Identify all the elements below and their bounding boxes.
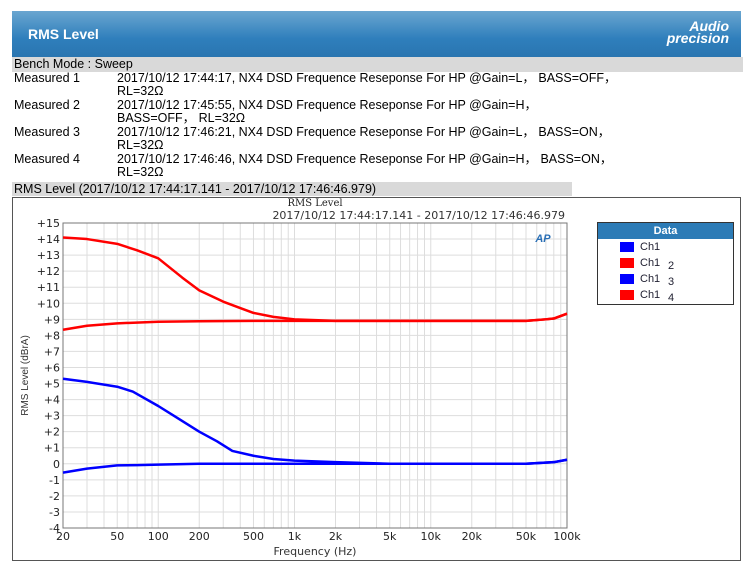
chart-subtitle: 2017/10/12 17:44:17.141 - 2017/10/12 17:… — [272, 209, 565, 222]
y-tick-label: +11 — [37, 281, 60, 294]
chart-title: RMS Level — [287, 198, 342, 209]
x-tick-label: 20k — [462, 530, 483, 543]
plot-border — [62, 222, 568, 529]
x-tick-label: 200 — [189, 530, 210, 543]
legend-label: Ch1 — [640, 257, 661, 269]
measurement-line-2: BASS=OFF， RL=32Ω — [117, 111, 246, 125]
x-tick-label: 10k — [421, 530, 442, 543]
legend-rows: Ch1 Ch1 2 Ch1 3 Ch1 4 — [598, 239, 733, 304]
legend-swatch — [620, 290, 634, 300]
y-tick-label: +4 — [44, 394, 60, 407]
y-axis-label: RMS Level (dBrA) — [20, 335, 31, 416]
measurement-text: 2017/10/12 17:46:21, NX4 DSD Frequence R… — [117, 126, 737, 152]
legend-item: Ch1 4 — [598, 287, 733, 304]
x-tick-label: 50 — [110, 530, 124, 543]
report-title: RMS Level — [28, 26, 99, 42]
y-tick-label: +15 — [37, 217, 60, 230]
y-tick-label: +3 — [44, 410, 60, 423]
measurement-label: Measured 1 — [14, 71, 81, 85]
y-tick-label: 0 — [53, 458, 60, 471]
legend: Data Ch1 Ch1 2 Ch1 3 Ch1 4 — [597, 222, 734, 305]
x-axis-label: Frequency (Hz) — [274, 545, 357, 558]
x-tick-label: 2k — [329, 530, 343, 543]
measurement-line-1: 2017/10/12 17:44:17, NX4 DSD Frequence R… — [117, 71, 617, 85]
report-banner: RMS Level Audio precision — [12, 11, 741, 57]
legend-item: Ch1 3 — [598, 271, 733, 288]
x-tick-label: 1k — [288, 530, 302, 543]
measurement-line-2: RL=32Ω — [117, 138, 164, 152]
measurement-label: Measured 3 — [14, 125, 81, 139]
measurement-line-1: 2017/10/12 17:45:55, NX4 DSD Frequence R… — [117, 98, 537, 112]
measurement-line-2: RL=32Ω — [117, 84, 164, 98]
chart-frame — [12, 197, 741, 561]
measurement-text: 2017/10/12 17:45:55, NX4 DSD Frequence R… — [117, 99, 737, 125]
legend-label: Ch1 — [640, 273, 661, 285]
y-tick-label: +5 — [44, 378, 60, 391]
x-tick-label: 100 — [148, 530, 169, 543]
legend-label: Ch1 — [640, 241, 661, 253]
x-tick-label: 5k — [383, 530, 397, 543]
legend-index: 3 — [668, 276, 675, 288]
legend-item: Ch1 2 — [598, 255, 733, 272]
legend-index: 4 — [668, 292, 675, 304]
measurement-text: 2017/10/12 17:46:46, NX4 DSD Frequence R… — [117, 153, 737, 179]
legend-index: 2 — [668, 260, 675, 272]
x-tick-label: 50k — [516, 530, 537, 543]
y-tick-label: +14 — [37, 233, 60, 246]
measurement-line-1: 2017/10/12 17:46:46, NX4 DSD Frequence R… — [117, 152, 613, 166]
measurement-text: 2017/10/12 17:44:17, NX4 DSD Frequence R… — [117, 72, 737, 98]
y-tick-label: -2 — [49, 490, 60, 503]
section-title: RMS Level (2017/10/12 17:44:17.141 - 201… — [12, 182, 572, 196]
y-tick-label: +8 — [44, 329, 60, 342]
bench-mode: Bench Mode : Sweep — [12, 57, 743, 72]
y-tick-label: +2 — [44, 426, 60, 439]
y-tick-label: +9 — [44, 313, 60, 326]
x-tick-label: 20 — [56, 530, 70, 543]
measurement-label: Measured 4 — [14, 152, 81, 166]
measurement-line-2: RL=32Ω — [117, 165, 164, 179]
x-tick-label: 500 — [243, 530, 264, 543]
y-tick-label: -3 — [49, 506, 60, 519]
ap-logo-icon: AP — [534, 233, 551, 245]
legend-swatch — [620, 274, 634, 284]
measurement-line-1: 2017/10/12 17:46:21, NX4 DSD Frequence R… — [117, 125, 611, 139]
y-tick-label: +6 — [44, 361, 60, 374]
y-tick-label: +13 — [37, 249, 60, 262]
y-tick-label: -1 — [49, 474, 60, 487]
x-tick-label: 100k — [553, 530, 581, 543]
y-tick-label: -4 — [49, 522, 60, 535]
series-line — [62, 377, 568, 466]
y-tick-label: +7 — [44, 345, 60, 358]
plot-area — [62, 222, 568, 529]
y-tick-label: +10 — [37, 297, 60, 310]
y-tick-label: +12 — [37, 265, 60, 278]
series-line — [62, 236, 568, 323]
legend-label: Ch1 — [640, 289, 661, 301]
legend-title: Data — [598, 223, 733, 239]
y-tick-label: +1 — [44, 442, 60, 455]
legend-swatch — [620, 242, 634, 252]
measurement-label: Measured 2 — [14, 98, 81, 112]
audio-precision-logo: Audio precision — [666, 18, 729, 46]
legend-swatch — [620, 258, 634, 268]
legend-item: Ch1 — [598, 239, 733, 255]
